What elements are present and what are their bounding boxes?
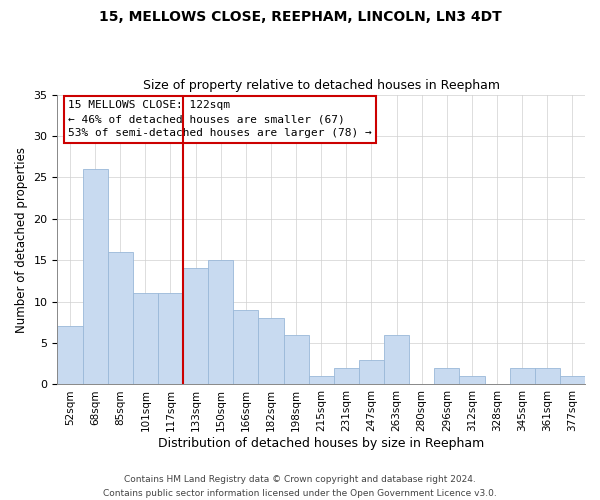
Bar xyxy=(509,368,535,384)
Y-axis label: Number of detached properties: Number of detached properties xyxy=(15,146,28,332)
Title: Size of property relative to detached houses in Reepham: Size of property relative to detached ho… xyxy=(143,79,500,92)
Bar xyxy=(384,335,409,384)
Bar xyxy=(259,318,284,384)
Bar xyxy=(183,268,208,384)
X-axis label: Distribution of detached houses by size in Reepham: Distribution of detached houses by size … xyxy=(158,437,484,450)
Bar xyxy=(308,376,334,384)
Bar xyxy=(434,368,460,384)
Bar xyxy=(284,335,308,384)
Bar xyxy=(107,252,133,384)
Bar xyxy=(560,376,585,384)
Bar xyxy=(334,368,359,384)
Bar xyxy=(359,360,384,384)
Bar xyxy=(535,368,560,384)
Bar xyxy=(460,376,485,384)
Text: 15, MELLOWS CLOSE, REEPHAM, LINCOLN, LN3 4DT: 15, MELLOWS CLOSE, REEPHAM, LINCOLN, LN3… xyxy=(98,10,502,24)
Bar xyxy=(133,294,158,384)
Bar xyxy=(233,310,259,384)
Bar xyxy=(58,326,83,384)
Text: Contains HM Land Registry data © Crown copyright and database right 2024.
Contai: Contains HM Land Registry data © Crown c… xyxy=(103,476,497,498)
Bar xyxy=(158,294,183,384)
Text: 15 MELLOWS CLOSE: 122sqm
← 46% of detached houses are smaller (67)
53% of semi-d: 15 MELLOWS CLOSE: 122sqm ← 46% of detach… xyxy=(68,100,372,138)
Bar xyxy=(83,169,107,384)
Bar xyxy=(208,260,233,384)
